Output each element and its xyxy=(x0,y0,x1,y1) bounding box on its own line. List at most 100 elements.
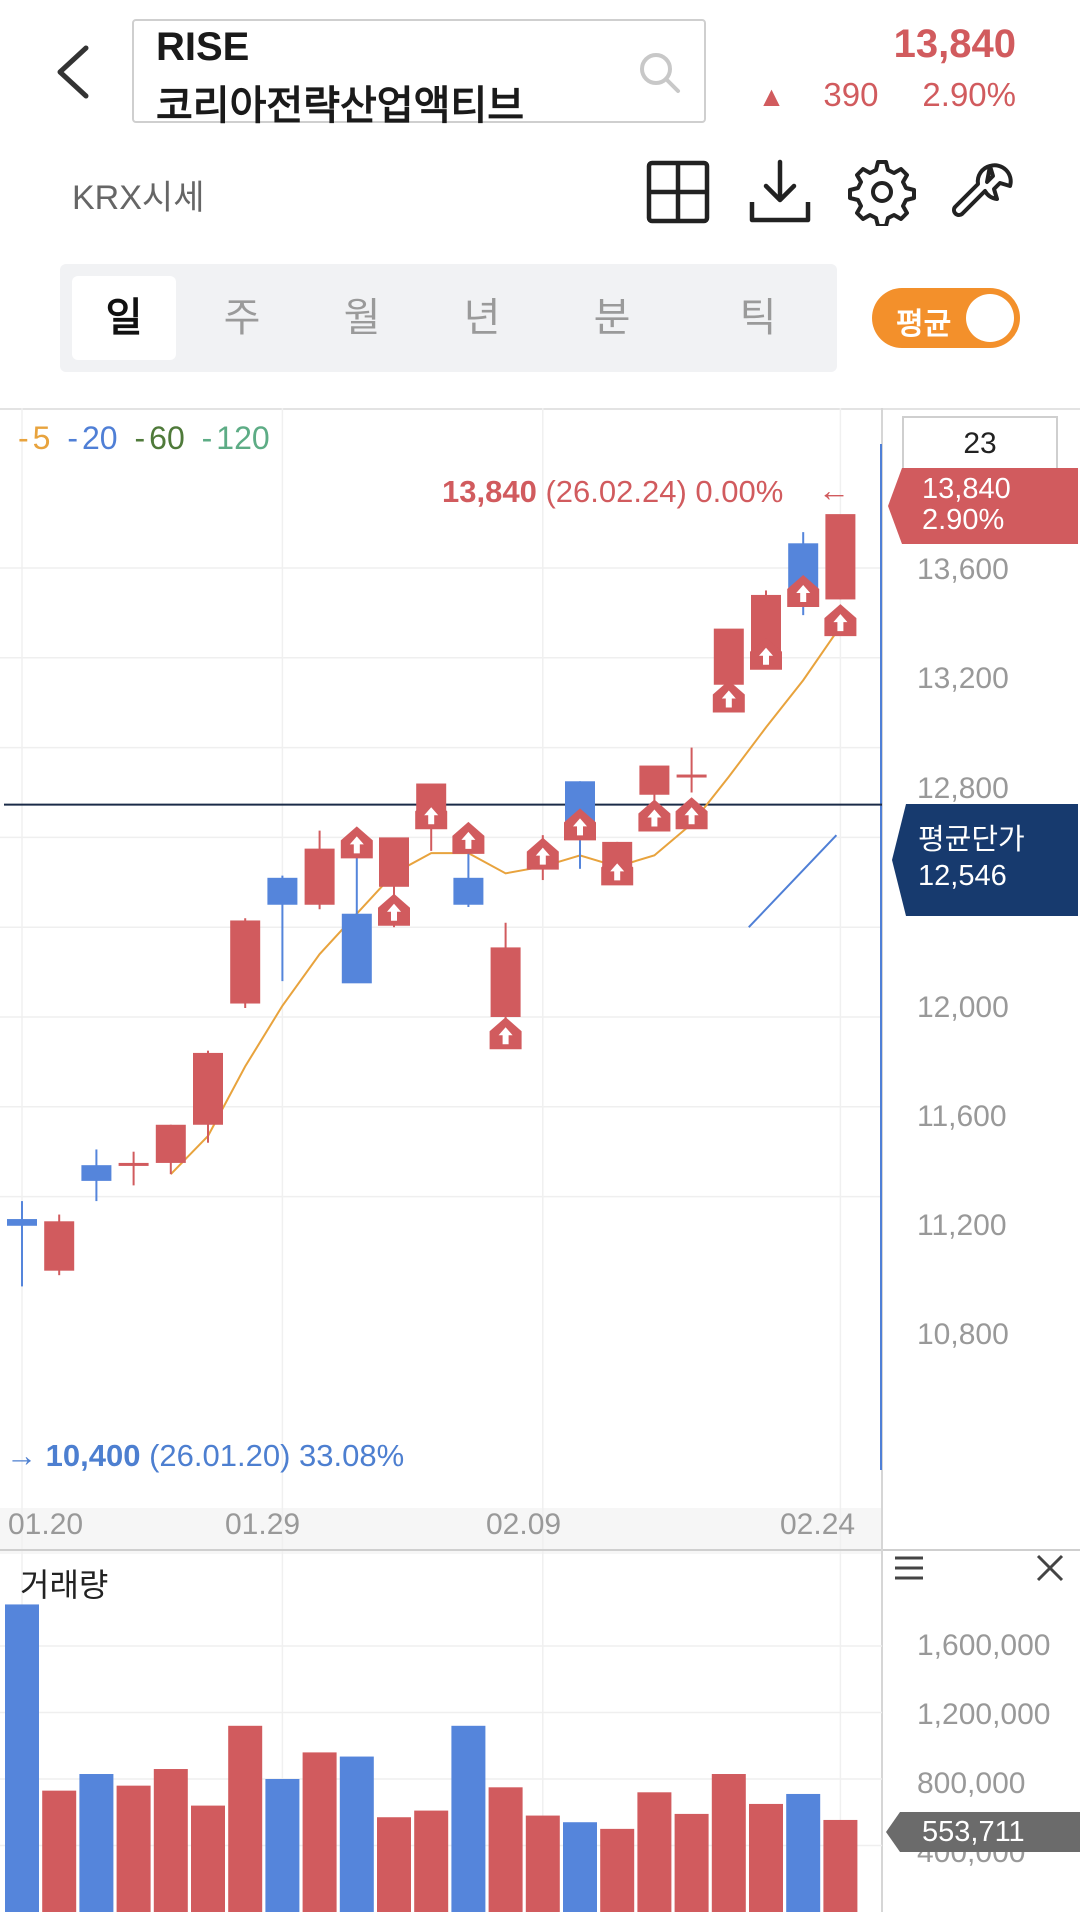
average-price-toggle[interactable]: 평균 xyxy=(872,288,1020,348)
buy-marker-icon xyxy=(824,604,857,637)
x-tick-label: 01.20 xyxy=(8,1508,84,1541)
legend-ma20-label: 20 xyxy=(82,420,118,456)
candle-body xyxy=(453,877,484,905)
tab-year[interactable]: 년 xyxy=(463,296,501,340)
volume-tick-label: 1,600,000 xyxy=(917,1629,1051,1662)
grid-layout-icon[interactable] xyxy=(644,158,712,226)
volume-tick-label: 800,000 xyxy=(917,1767,1026,1800)
x-tick-label: 02.09 xyxy=(486,1508,562,1541)
legend-ma5-label: 5 xyxy=(32,420,51,456)
candle-body xyxy=(825,514,856,600)
buy-marker-arrow xyxy=(610,863,625,881)
low-annotation-date: (26.01.20) xyxy=(149,1438,291,1473)
high-annotation-pct: 0.00% xyxy=(695,474,784,509)
low-annotation: → 10,400 (26.01.20) 33.08% xyxy=(6,1438,404,1474)
candle-body xyxy=(155,1124,186,1163)
legend-ma5: -5 xyxy=(18,420,54,456)
period-input[interactable]: 23 xyxy=(902,416,1058,472)
buy-marker-icon xyxy=(489,1017,522,1050)
candle-body xyxy=(230,920,261,1004)
average-price-tag: 평균단가 12,546 xyxy=(892,804,1078,916)
menu-icon[interactable] xyxy=(893,1554,925,1582)
last-price-tag: 13,840 2.90% xyxy=(888,468,1078,544)
volume-bar xyxy=(637,1792,672,1912)
tab-week[interactable]: 주 xyxy=(223,296,261,340)
volume-bar xyxy=(265,1779,300,1912)
volume-last-value: 553,711 xyxy=(922,1816,1025,1848)
legend-ma60-label: 60 xyxy=(149,420,185,456)
candle-body xyxy=(7,1219,37,1226)
candle-body xyxy=(81,1165,112,1181)
volume-bar xyxy=(153,1769,188,1912)
tab-day[interactable]: 일 xyxy=(72,276,176,360)
ma-legend: -5 -20 -60 -120 xyxy=(18,420,278,457)
legend-ma120-label: 120 xyxy=(216,420,270,456)
high-annotation-date: (26.02.24) xyxy=(545,474,687,509)
chart-top-divider xyxy=(0,408,1080,410)
legend-ma20: -20 xyxy=(67,420,121,456)
volume-bar xyxy=(823,1819,858,1912)
price-chart[interactable] xyxy=(0,408,1080,1912)
settings-gear-icon[interactable] xyxy=(848,158,916,226)
buy-marker-arrow xyxy=(461,831,476,849)
up-triangle-icon: ▲ xyxy=(757,81,786,112)
ma20-line xyxy=(748,834,838,928)
average-price-tag-label: 평균단가 xyxy=(918,824,1025,856)
volume-bar xyxy=(488,1787,523,1912)
stock-title-line1: RISE xyxy=(156,25,250,69)
y-tick-label: 10,800 xyxy=(917,1318,1009,1351)
legend-ma60: -60 xyxy=(134,420,188,456)
tab-tick[interactable]: 틱 xyxy=(739,296,777,340)
buy-marker-icon xyxy=(638,799,671,832)
buy-marker-arrow xyxy=(424,807,439,825)
buy-marker-icon xyxy=(564,808,596,841)
volume-bar xyxy=(749,1803,783,1912)
back-arrow-icon[interactable] xyxy=(52,44,102,100)
legend-ma20-dash: - xyxy=(67,420,78,456)
buy-marker-arrow xyxy=(535,847,550,865)
volume-bar xyxy=(116,1785,151,1912)
volume-title: 거래량 xyxy=(20,1567,109,1603)
buy-marker-arrow xyxy=(833,614,848,632)
buy-marker-icon xyxy=(750,637,782,670)
high-arrow-icon: ← xyxy=(818,472,850,508)
low-annotation-value: 10,400 xyxy=(45,1438,141,1473)
toggle-knob xyxy=(966,294,1014,342)
legend-ma60-dash: - xyxy=(134,420,146,456)
stock-title-line2: 코리아전략산업액티브 xyxy=(156,84,524,128)
candle-body xyxy=(304,848,335,905)
buy-marker-icon xyxy=(452,821,485,854)
candle-body xyxy=(267,877,298,905)
search-field[interactable]: RISE 코리아전략산업액티브 xyxy=(132,19,706,128)
change-percent: 2.90% xyxy=(922,76,1016,113)
buy-marker-icon xyxy=(601,853,634,886)
buy-marker-arrow xyxy=(684,807,699,825)
download-icon[interactable] xyxy=(746,158,814,226)
volume-bar xyxy=(5,1604,39,1912)
tab-month[interactable]: 월 xyxy=(343,296,381,340)
y-tick-label: 12,000 xyxy=(917,991,1009,1024)
buy-marker-arrow xyxy=(349,836,364,854)
wrench-icon[interactable] xyxy=(950,158,1018,226)
candle-body xyxy=(490,947,521,1017)
candle-body xyxy=(676,774,707,778)
average-price-tag-value: 12,546 xyxy=(918,860,1007,892)
tab-minute[interactable]: 분 xyxy=(593,296,631,340)
legend-ma120: -120 xyxy=(202,420,274,456)
candle-body xyxy=(118,1162,149,1166)
change-amount: 390 xyxy=(823,76,879,113)
close-icon[interactable] xyxy=(1034,1552,1066,1584)
volume-bar xyxy=(228,1725,263,1912)
buy-marker-arrow xyxy=(498,1027,513,1045)
legend-ma120-dash: - xyxy=(201,420,213,456)
volume-bar xyxy=(191,1805,225,1912)
y-tick-label: 11,600 xyxy=(917,1100,1007,1133)
search-icon[interactable] xyxy=(638,51,682,95)
volume-bar xyxy=(377,1817,411,1912)
y-tick-label: 12,800 xyxy=(917,772,1009,805)
legend-ma5-dash: - xyxy=(18,420,29,456)
buy-marker-icon xyxy=(378,893,410,926)
volume-bar xyxy=(451,1725,486,1912)
ma5-line xyxy=(170,625,842,1175)
buy-marker-arrow xyxy=(647,809,662,827)
